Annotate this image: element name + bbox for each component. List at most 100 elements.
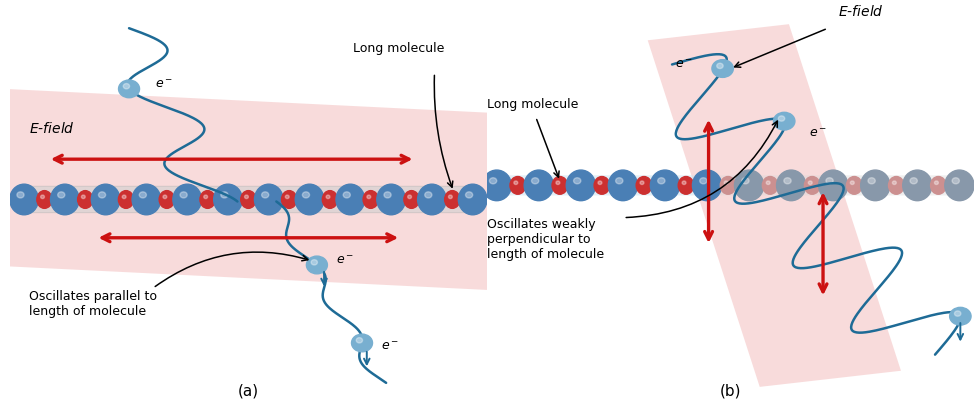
- Circle shape: [712, 60, 733, 77]
- Text: $e^-$: $e^-$: [336, 254, 355, 268]
- Ellipse shape: [221, 192, 228, 198]
- Ellipse shape: [594, 177, 610, 194]
- Ellipse shape: [92, 184, 120, 215]
- Ellipse shape: [78, 191, 93, 208]
- Ellipse shape: [616, 178, 623, 184]
- Ellipse shape: [651, 170, 680, 201]
- Text: (b): (b): [720, 384, 741, 399]
- Ellipse shape: [846, 177, 862, 194]
- Circle shape: [311, 260, 318, 265]
- Circle shape: [773, 112, 795, 130]
- Text: $e^-$: $e^-$: [808, 127, 827, 140]
- Ellipse shape: [466, 192, 472, 198]
- Ellipse shape: [336, 184, 364, 215]
- Ellipse shape: [776, 170, 805, 201]
- Ellipse shape: [640, 181, 644, 185]
- Ellipse shape: [699, 178, 707, 184]
- Ellipse shape: [945, 170, 974, 201]
- Ellipse shape: [82, 195, 86, 199]
- Text: $e^-$: $e^-$: [155, 78, 173, 91]
- Ellipse shape: [10, 184, 38, 215]
- Text: $E$-field: $E$-field: [838, 4, 883, 19]
- Ellipse shape: [934, 181, 938, 185]
- Ellipse shape: [552, 177, 568, 194]
- Circle shape: [950, 307, 971, 325]
- Ellipse shape: [742, 178, 749, 184]
- Ellipse shape: [682, 181, 686, 185]
- Ellipse shape: [784, 178, 791, 184]
- Ellipse shape: [514, 181, 518, 185]
- Ellipse shape: [244, 195, 248, 199]
- Ellipse shape: [892, 181, 896, 185]
- Ellipse shape: [636, 177, 652, 194]
- Ellipse shape: [734, 170, 764, 201]
- Ellipse shape: [326, 195, 330, 199]
- Ellipse shape: [888, 177, 904, 194]
- FancyBboxPatch shape: [490, 175, 699, 195]
- Ellipse shape: [952, 178, 959, 184]
- Ellipse shape: [678, 177, 693, 194]
- Ellipse shape: [693, 170, 722, 201]
- Ellipse shape: [418, 184, 446, 215]
- Ellipse shape: [721, 177, 736, 194]
- Ellipse shape: [132, 184, 161, 215]
- Ellipse shape: [262, 192, 269, 198]
- Text: $e^-$: $e^-$: [381, 341, 399, 353]
- Polygon shape: [0, 89, 492, 290]
- Polygon shape: [648, 24, 901, 387]
- Ellipse shape: [213, 184, 243, 215]
- Ellipse shape: [302, 192, 310, 198]
- Ellipse shape: [254, 184, 283, 215]
- Ellipse shape: [861, 170, 890, 201]
- Ellipse shape: [122, 195, 126, 199]
- Circle shape: [356, 338, 362, 343]
- Ellipse shape: [826, 178, 833, 184]
- Ellipse shape: [163, 195, 167, 199]
- Ellipse shape: [818, 170, 847, 201]
- Ellipse shape: [566, 170, 595, 201]
- Ellipse shape: [204, 195, 207, 199]
- Ellipse shape: [482, 170, 511, 201]
- Ellipse shape: [609, 170, 638, 201]
- Ellipse shape: [285, 195, 289, 199]
- Circle shape: [307, 256, 327, 274]
- Ellipse shape: [37, 191, 52, 208]
- Ellipse shape: [241, 191, 256, 208]
- Ellipse shape: [767, 181, 770, 185]
- Ellipse shape: [172, 184, 202, 215]
- Text: Long molecule: Long molecule: [487, 98, 579, 111]
- Ellipse shape: [808, 181, 812, 185]
- Ellipse shape: [425, 192, 431, 198]
- Ellipse shape: [139, 192, 146, 198]
- FancyBboxPatch shape: [693, 175, 972, 195]
- Ellipse shape: [657, 178, 665, 184]
- Ellipse shape: [41, 195, 45, 199]
- Ellipse shape: [98, 192, 105, 198]
- Ellipse shape: [930, 177, 946, 194]
- Text: Long molecule: Long molecule: [354, 42, 445, 55]
- Ellipse shape: [384, 192, 392, 198]
- Ellipse shape: [903, 170, 932, 201]
- Ellipse shape: [322, 191, 338, 208]
- Text: (a): (a): [238, 384, 259, 399]
- Ellipse shape: [404, 191, 419, 208]
- Circle shape: [778, 116, 785, 121]
- Ellipse shape: [343, 192, 351, 198]
- Ellipse shape: [180, 192, 187, 198]
- Ellipse shape: [51, 184, 79, 215]
- Ellipse shape: [556, 181, 560, 185]
- Ellipse shape: [119, 191, 133, 208]
- Ellipse shape: [510, 177, 526, 194]
- Ellipse shape: [850, 181, 854, 185]
- Text: Oscillates weakly
perpendicular to
length of molecule: Oscillates weakly perpendicular to lengt…: [487, 218, 604, 261]
- Ellipse shape: [295, 184, 324, 215]
- Ellipse shape: [57, 192, 65, 198]
- Ellipse shape: [910, 178, 918, 184]
- Ellipse shape: [524, 170, 553, 201]
- Ellipse shape: [805, 177, 820, 194]
- Ellipse shape: [445, 191, 460, 208]
- FancyBboxPatch shape: [16, 186, 481, 213]
- Text: $e^-$: $e^-$: [675, 58, 693, 71]
- Circle shape: [352, 334, 372, 352]
- Ellipse shape: [868, 178, 876, 184]
